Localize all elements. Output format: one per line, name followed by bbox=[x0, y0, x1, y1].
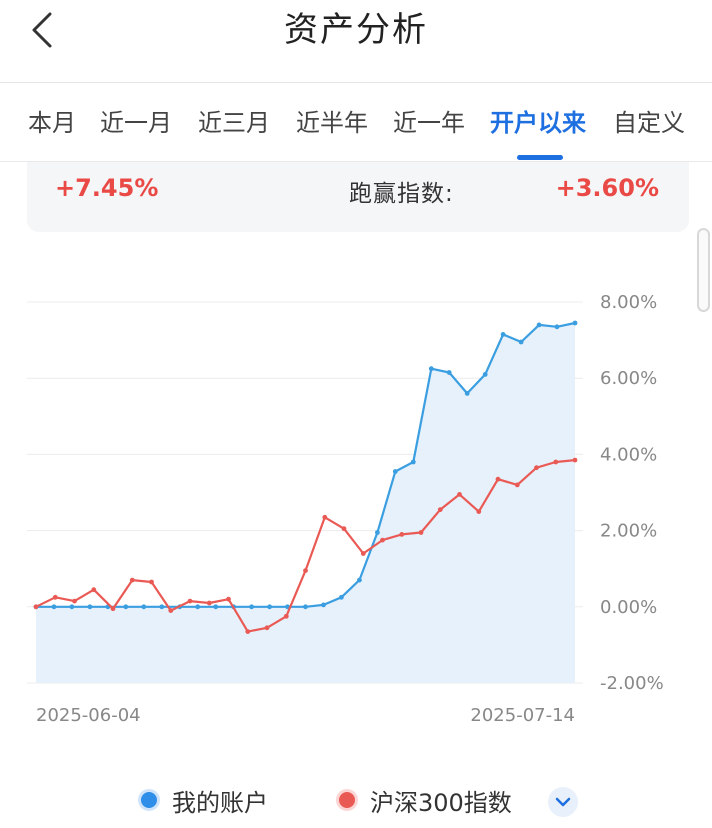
return-value: +7.45% bbox=[55, 174, 159, 202]
index-data-point bbox=[476, 509, 482, 514]
index-data-point bbox=[399, 532, 405, 537]
active-tab-indicator bbox=[517, 155, 563, 160]
y-tick-label: 4.00% bbox=[600, 444, 657, 465]
index-data-point bbox=[495, 476, 501, 482]
page-title: 资产分析 bbox=[284, 10, 428, 50]
index-data-point bbox=[149, 579, 154, 585]
index-data-point bbox=[226, 596, 231, 602]
y-tick-label: 2.00% bbox=[600, 521, 657, 542]
back-button[interactable] bbox=[22, 8, 66, 52]
index-data-point bbox=[264, 625, 270, 631]
legend-expand-button[interactable] bbox=[548, 787, 578, 817]
account-data-point bbox=[357, 577, 362, 583]
index-data-point bbox=[52, 594, 58, 600]
account-data-point bbox=[428, 366, 434, 372]
account-data-point bbox=[303, 604, 308, 610]
return-summary: +7.45% 跑赢指数: +3.60% bbox=[27, 162, 689, 232]
chart-legend: 我的账户 沪深300指数 bbox=[0, 780, 712, 824]
chevron-down-icon bbox=[555, 797, 571, 807]
tab-since-opening[interactable]: 开户以来 bbox=[490, 109, 586, 137]
account-data-point bbox=[410, 459, 416, 465]
index-data-point bbox=[72, 598, 77, 604]
tab-custom[interactable]: 自定义 bbox=[613, 109, 685, 137]
index-data-point bbox=[553, 459, 559, 465]
account-data-point bbox=[87, 604, 93, 610]
legend-item-account[interactable]: 我的账户 bbox=[138, 780, 268, 820]
account-data-point bbox=[482, 372, 488, 377]
legend-label-index: 沪深300指数 bbox=[370, 788, 512, 817]
account-data-point bbox=[446, 370, 452, 375]
chevron-left-icon bbox=[32, 12, 52, 48]
tab-last-1-year[interactable]: 近一年 bbox=[393, 109, 465, 137]
index-data-point bbox=[534, 465, 539, 471]
index-data-point bbox=[437, 507, 443, 512]
index-data-point bbox=[322, 514, 328, 520]
period-tabs: 本月 近一月 近三月 近半年 近一年 开户以来 自定义 bbox=[0, 83, 712, 162]
account-data-point bbox=[213, 604, 219, 610]
index-data-point bbox=[380, 537, 385, 543]
outperform-value: +3.60% bbox=[555, 174, 659, 202]
account-data-point bbox=[249, 604, 255, 610]
y-tick-label: 0.00% bbox=[600, 597, 657, 618]
index-data-point bbox=[360, 551, 366, 556]
account-data-point bbox=[159, 604, 165, 610]
account-data-point bbox=[375, 530, 380, 535]
account-data-point bbox=[518, 339, 524, 345]
index-data-point bbox=[283, 613, 289, 619]
account-data-point bbox=[69, 604, 75, 610]
legend-label-account: 我的账户 bbox=[172, 788, 268, 817]
account-data-point bbox=[123, 604, 129, 610]
x-tick-label: 2025-07-14 bbox=[470, 705, 575, 726]
account-data-point bbox=[500, 332, 506, 337]
index-data-point bbox=[91, 587, 97, 593]
index-data-point bbox=[129, 577, 135, 583]
index-data-point bbox=[341, 526, 347, 532]
account-data-point bbox=[267, 604, 272, 610]
header-bar: 资产分析 bbox=[0, 0, 712, 83]
account-data-point bbox=[554, 324, 560, 330]
index-data-point bbox=[418, 530, 424, 535]
account-data-point bbox=[339, 594, 344, 600]
y-tick-label: 8.00% bbox=[600, 292, 657, 313]
legend-item-index[interactable]: 沪深300指数 bbox=[336, 780, 512, 820]
account-data-point bbox=[572, 320, 578, 326]
return-chart: 8.00% 6.00% 4.00% 2.00% 0.00% -2.00% 2025-06-0… bbox=[27, 292, 664, 726]
account-data-point bbox=[141, 604, 147, 610]
tab-last-6-months[interactable]: 近半年 bbox=[296, 109, 368, 137]
tab-last-3-months[interactable]: 近三月 bbox=[198, 109, 270, 137]
account-legend-marker bbox=[138, 789, 160, 811]
account-data-point bbox=[392, 469, 398, 474]
account-data-point bbox=[321, 602, 326, 608]
y-tick-label: -2.00% bbox=[600, 673, 664, 694]
tab-this-month[interactable]: 本月 bbox=[28, 109, 76, 137]
account-data-point bbox=[195, 604, 201, 610]
index-data-point bbox=[303, 568, 308, 573]
index-data-point bbox=[457, 492, 462, 497]
account-data-point bbox=[464, 391, 470, 396]
index-data-point bbox=[187, 598, 193, 604]
account-data-point bbox=[536, 322, 542, 328]
x-tick-label: 2025-06-04 bbox=[36, 705, 141, 726]
y-tick-label: 6.00% bbox=[600, 368, 657, 389]
index-data-point bbox=[33, 604, 39, 610]
index-data-point bbox=[572, 457, 578, 463]
account-data-point bbox=[51, 604, 57, 610]
index-data-point bbox=[168, 608, 174, 613]
scrollbar[interactable] bbox=[697, 228, 710, 312]
tab-last-1-month[interactable]: 近一月 bbox=[100, 109, 172, 137]
account-area-fill bbox=[36, 323, 575, 683]
index-data-point bbox=[110, 606, 116, 612]
index-data-point bbox=[245, 629, 251, 634]
index-data-point bbox=[206, 600, 212, 606]
index-legend-marker bbox=[336, 789, 358, 811]
index-data-point bbox=[514, 482, 520, 488]
outperform-label: 跑赢指数: bbox=[349, 181, 454, 207]
